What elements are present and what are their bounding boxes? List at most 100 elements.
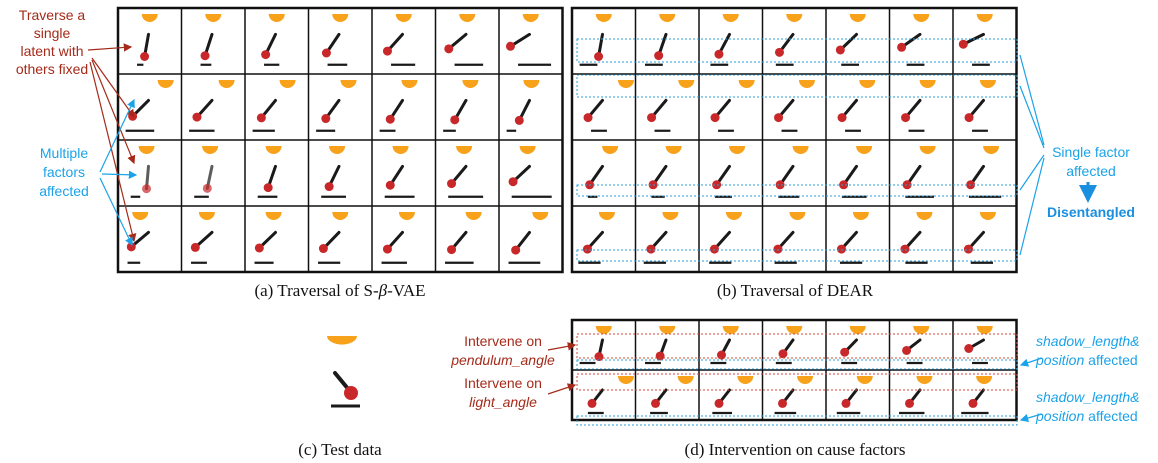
effect-1-line-1: shadow_length& [1036, 333, 1140, 349]
sun-icon [722, 326, 739, 334]
pendulum-ball-icon [444, 44, 454, 54]
sun-icon [662, 212, 679, 220]
grid-cell [245, 74, 309, 140]
grid-cell [889, 74, 953, 140]
grid-cell [826, 8, 890, 74]
sun-icon [919, 80, 936, 88]
sun-icon [786, 14, 803, 22]
sun-icon [913, 326, 930, 334]
sun-icon [329, 146, 346, 154]
grid-cell [181, 8, 245, 74]
grid-cell [118, 140, 182, 206]
grid-cell [699, 206, 763, 272]
pendulum-ball-icon [900, 244, 910, 254]
grid-cell [635, 140, 699, 206]
pendulum-ball-icon [505, 41, 515, 51]
grid-cell [308, 8, 372, 74]
grid-cell [699, 140, 763, 206]
grid-cell [762, 140, 826, 206]
pendulum-ball-icon [837, 113, 847, 123]
pendulum-ball-icon [382, 244, 392, 254]
multiple-line-2: factors [43, 164, 85, 180]
sun-icon [976, 326, 993, 334]
sun-icon [522, 14, 539, 22]
grid-cell [762, 370, 826, 420]
sun-icon [729, 146, 746, 154]
pendulum-ball-icon [964, 113, 974, 123]
sun-icon [198, 212, 215, 220]
pendulum-ball-icon [902, 345, 912, 355]
sun-icon [395, 14, 412, 22]
grid-cell [826, 320, 890, 370]
dotted-highlights-b [576, 38, 1018, 262]
pendulum-ball-icon [655, 351, 665, 361]
grid-cell [372, 206, 436, 272]
sun-icon [327, 336, 357, 345]
pendulum-ball-icon [714, 49, 724, 59]
cell-background [499, 206, 563, 272]
cell-background [826, 140, 890, 206]
grid-intervention [570, 318, 1018, 422]
sun-icon [916, 212, 933, 220]
grid-cell [245, 8, 309, 74]
pendulum-ball-icon [128, 111, 138, 121]
sun-icon [789, 212, 806, 220]
pendulum-ball-icon [318, 244, 328, 254]
sun-icon [677, 376, 694, 384]
pendulum-ball-icon [716, 350, 726, 360]
pendulum-ball-icon [968, 398, 978, 408]
intervene-factor-2: light_angle [469, 394, 537, 410]
intervene-factor-1: pendulum_angle [450, 352, 555, 368]
sun-icon [598, 212, 615, 220]
pendulum-ball-icon [254, 243, 264, 253]
pendulum-ball-icon [654, 51, 664, 61]
cell-background [635, 140, 699, 206]
grid-cell [762, 320, 826, 370]
grid-cell [572, 320, 636, 370]
grid-cell [435, 8, 499, 74]
pendulum-ball-icon [508, 177, 518, 187]
pendulum-ball-icon [902, 180, 912, 190]
pendulum-ball-icon [836, 244, 846, 254]
pendulum-ball-icon [321, 48, 331, 58]
pendulum-ball-icon [587, 398, 597, 408]
traverse-line-3: latent with [20, 43, 83, 59]
pendulum-ball-icon [710, 113, 720, 123]
pendulum-ball-icon [651, 398, 661, 408]
sun-icon [913, 14, 930, 22]
sun-icon [976, 376, 993, 384]
pendulum-ball-icon [778, 398, 788, 408]
sun-icon [268, 14, 285, 22]
sun-icon [523, 80, 540, 88]
grid-cell [826, 74, 890, 140]
sun-icon [265, 212, 282, 220]
sun-icon [979, 80, 996, 88]
grid-cell [435, 206, 499, 272]
sun-icon [141, 14, 158, 22]
traverse-line-1: Traverse a [19, 7, 86, 23]
sun-icon [519, 146, 536, 154]
sun-icon [665, 146, 682, 154]
grid-cell [435, 74, 499, 140]
disentangled-label: Disentangled [1047, 204, 1135, 220]
sun-icon [265, 146, 282, 154]
pendulum-ball-icon [963, 244, 973, 254]
sun-icon [738, 80, 755, 88]
single-factor-line-2: affected [1066, 163, 1116, 179]
grid-cell [372, 8, 436, 74]
sun-icon [332, 212, 349, 220]
pendulum-ball-icon [263, 183, 273, 193]
grid-cell [245, 206, 309, 272]
sun-icon [786, 326, 803, 334]
cell-background [308, 74, 372, 140]
blue-arrows-a [99, 98, 138, 247]
pendulum-ball-icon [841, 398, 851, 408]
pendulum-ball-icon [385, 114, 395, 124]
multiple-line-1: Multiple [40, 145, 88, 161]
effect-1-line-2: position affected [1035, 352, 1138, 368]
sun-icon [678, 80, 695, 88]
pendulum-ball-icon [778, 349, 788, 359]
cell-background [762, 74, 826, 140]
grid-cell [889, 140, 953, 206]
grid-cell [699, 74, 763, 140]
